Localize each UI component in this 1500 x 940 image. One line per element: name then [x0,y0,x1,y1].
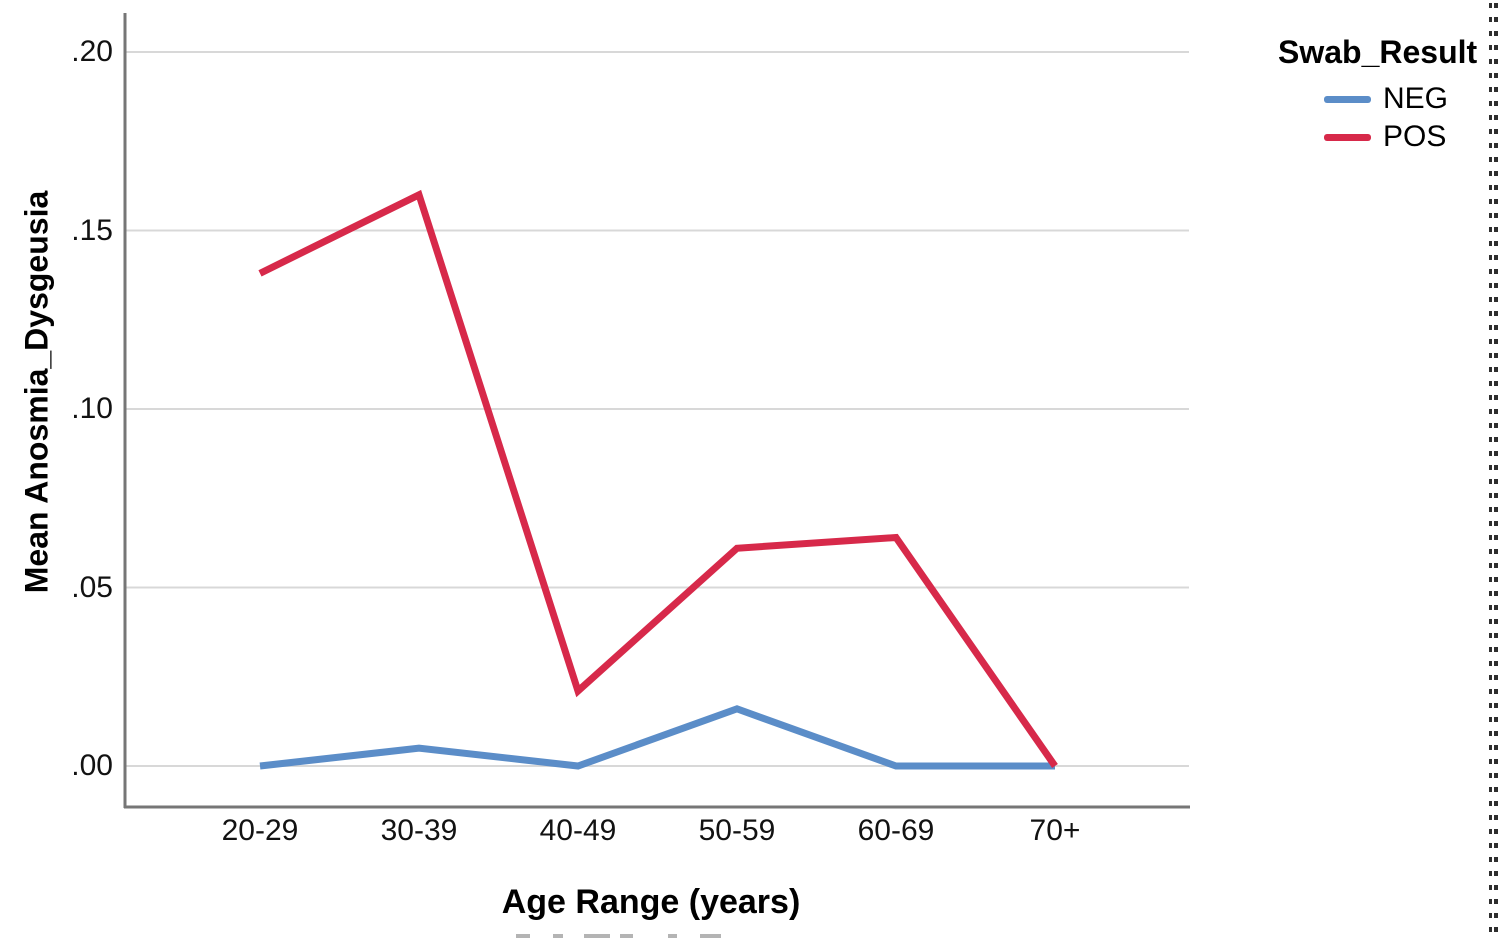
x-tick-label: 70+ [1029,814,1081,847]
legend-swatch-neg-icon [1324,95,1371,103]
y-tick-label: .05 [71,570,113,604]
x-tick-label: 40-49 [539,814,617,847]
series-line-pos [258,189,1058,768]
legend: Swab_Result NEG POS [1278,36,1490,162]
x-tick-label: 20-29 [221,814,299,847]
y-tick-label: .20 [71,35,113,68]
cut-off-text-fragment [620,934,633,938]
x-tick-label: 60-69 [857,814,935,847]
cut-off-text-fragment [700,934,721,938]
legend-item-neg: NEG [1324,82,1490,115]
y-tick-label: .10 [71,392,113,425]
legend-title: Swab_Result [1278,34,1478,70]
x-axis-title: Age Range (years) [501,883,801,921]
cut-off-text-fragment [553,934,563,938]
x-tick-label: 30-39 [380,814,458,847]
y-tick-label: .15 [71,213,113,247]
dashed-border-inner-strip [1489,3,1492,940]
cut-off-text-fragment [584,934,610,938]
legend-label: NEG [1383,82,1449,115]
dashed-border-outer-strip [1494,3,1498,940]
series-line-neg [259,705,1055,770]
legend-label: POS [1383,120,1447,153]
legend-items: NEG POS [1278,82,1490,153]
y-axis-title: Mean Anosmia_Dysgeusia [18,190,55,594]
x-tick-label: 50-59 [698,814,776,847]
cut-off-text-fragment [516,934,530,938]
selection-dashed-border [1488,0,1500,940]
legend-item-pos: POS [1324,120,1490,153]
cut-off-text-fragment [668,934,677,938]
legend-swatch-pos-icon [1324,133,1371,141]
y-tick-label: .00 [71,749,113,782]
